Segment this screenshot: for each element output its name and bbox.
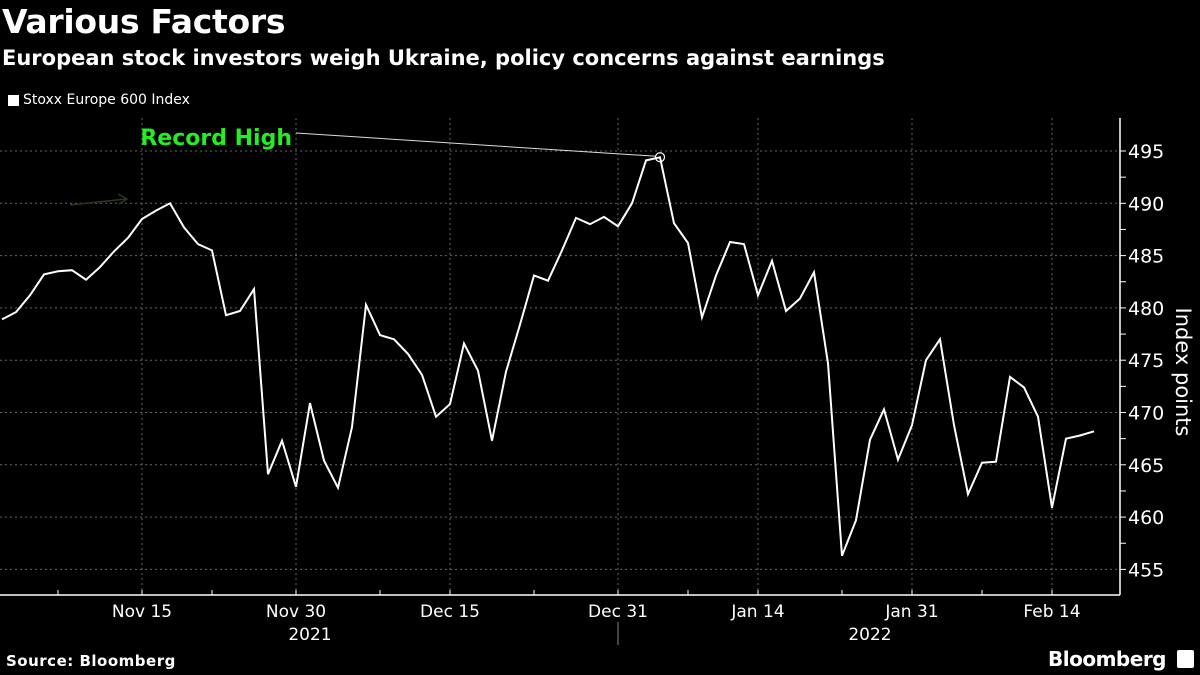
annotation-label: Record High [140, 126, 292, 151]
y-tick-label: 470 [1128, 403, 1164, 425]
year-label: 2022 [848, 625, 891, 645]
chart-subtitle: European stock investors weigh Ukraine, … [2, 46, 885, 70]
legend-label: Stoxx Europe 600 Index [23, 92, 190, 108]
legend: Stoxx Europe 600 Index [8, 92, 190, 108]
chart-title: Various Factors [2, 2, 286, 41]
x-tick-label: Nov 15 [112, 602, 172, 622]
y-tick-label: 460 [1128, 507, 1164, 529]
series-line [1, 156, 1095, 557]
annotation-marker [654, 152, 666, 163]
y-tick-label: 455 [1128, 559, 1164, 581]
x-tick-label: Nov 30 [266, 602, 326, 622]
y-tick-label: 480 [1128, 298, 1164, 320]
annotation-leader [295, 132, 657, 157]
legend-swatch [8, 94, 19, 106]
year-label: 2021 [288, 625, 331, 645]
y-tick-label: 485 [1128, 246, 1164, 268]
bloomberg-chart-icon [1177, 650, 1194, 668]
y-tick-label: 490 [1128, 193, 1164, 215]
y-tick-label: 465 [1128, 455, 1164, 477]
x-tick-label: Feb 14 [1023, 602, 1080, 622]
x-tick-label: Jan 31 [884, 602, 938, 622]
y-axis-label: Index points [1171, 308, 1195, 437]
arrow-icon [69, 193, 129, 206]
source-note: Source: Bloomberg [6, 652, 176, 670]
brand-logo: Bloomberg [1048, 647, 1166, 671]
x-tick-label: Dec 15 [420, 602, 480, 622]
y-tick-label: 475 [1128, 350, 1164, 372]
y-tick-label: 495 [1128, 141, 1164, 163]
x-tick-label: Dec 31 [588, 602, 648, 622]
x-tick-label: Jan 14 [730, 602, 784, 622]
